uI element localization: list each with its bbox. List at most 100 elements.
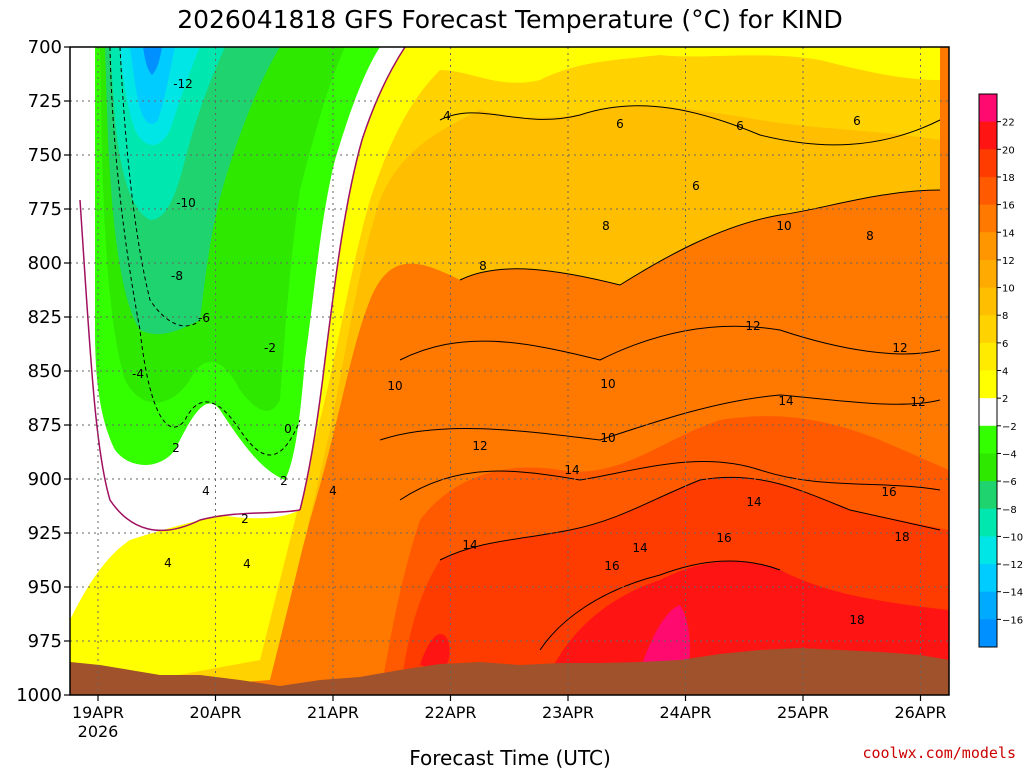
contour-label: 16 (716, 531, 731, 545)
zero-isotherm-left (79, 199, 301, 532)
contour-label: 6 (853, 114, 861, 128)
contour-label: 10 (387, 379, 402, 393)
ground-terrain (70, 648, 949, 695)
contour-label: 16 (881, 485, 896, 499)
contour-label: 6 (692, 179, 700, 193)
colorbar-swatch (979, 398, 997, 427)
y-tick-label: 925 (28, 523, 62, 544)
contour-label: 12 (910, 395, 925, 409)
contour-label: 14 (632, 541, 647, 555)
colorbar-swatch (979, 508, 997, 537)
contour-label: 14 (462, 538, 477, 552)
x-tick-label: 26APR (894, 703, 946, 722)
y-tick-label: 825 (28, 307, 62, 328)
contour-label: 8 (602, 219, 610, 233)
y-tick-label: 950 (28, 577, 62, 598)
chart-title: 2026041818 GFS Forecast Temperature (°C)… (177, 5, 843, 34)
gridlines (70, 47, 949, 695)
y-tick-label: 1000 (16, 685, 62, 706)
y-tick-label: 900 (28, 469, 62, 490)
contour-16 (539, 560, 781, 651)
colorbar: 22 20 18 16 14 12 10 8 6 4 2 −2 −4 −6 −8 −10 −12 −14 −16 (978, 93, 1023, 648)
y-tick-label: 800 (28, 253, 62, 274)
colorbar-swatch (979, 259, 997, 289)
colorbar-tick-label: −4 (1002, 449, 1017, 460)
y-tick-label: 725 (28, 91, 62, 112)
y-tick-label: 975 (28, 631, 62, 652)
colorbar-tick-label: 20 (1002, 145, 1015, 156)
contour-label: 2 (241, 512, 249, 526)
colorbar-tick-label: −16 (1002, 615, 1023, 626)
x-tick-label: 21APR (307, 703, 359, 722)
contour-label: 2 (280, 474, 288, 488)
contour-label: 18 (894, 530, 909, 544)
x-tick-label: 19APR (72, 703, 124, 722)
contour-lines (79, 46, 941, 651)
contour-label: 4 (164, 556, 172, 570)
colorbar-swatch (979, 315, 997, 344)
colorbar-tick-label: 4 (1002, 367, 1008, 378)
contour-label: -4 (132, 367, 144, 381)
x-tick-label: 24APR (659, 703, 711, 722)
colorbar-swatch (979, 94, 997, 123)
colorbar-tick-label: −10 (1002, 532, 1023, 543)
credit-text: coolwx.com/models (862, 744, 1016, 762)
contour-label: -6 (198, 311, 210, 325)
colorbar-swatch (979, 481, 997, 510)
colorbar-tick-label: −2 (1002, 422, 1017, 433)
x-tick-label: 23APR (542, 703, 594, 722)
cold-layer-minus-14 (130, 47, 175, 124)
colorbar-tick-label: 14 (1002, 228, 1015, 239)
colorbar-swatch (979, 121, 997, 150)
contour-label: 6 (736, 119, 744, 133)
contour-label: 12 (892, 341, 907, 355)
colorbar-swatch (979, 591, 997, 620)
contour-8 (399, 325, 941, 361)
colorbar-swatch (979, 204, 997, 233)
colorbar-swatch (979, 619, 997, 648)
contour-label: 0 (284, 422, 292, 436)
colorbar-tick-label: 6 (1002, 339, 1008, 350)
colorbar-swatch (979, 149, 997, 178)
contour-labels: -12 -10 -8 -6 -4 -2 0 2 2 2 4 4 4 4 4 6 6 6 6 8 8 8 10 10 10 10 12… (132, 77, 926, 627)
contour-label: -10 (176, 196, 196, 210)
contour-label: 8 (866, 229, 874, 243)
colorbar-tick-label: −12 (1002, 560, 1023, 571)
contour-label: 14 (778, 394, 793, 408)
contour-label: 2 (172, 441, 180, 455)
colorbar-swatch (979, 370, 997, 399)
colorbar-tick-label: 10 (1002, 284, 1015, 295)
colorbar-tick-label: 8 (1002, 311, 1008, 322)
colorbar-tick-label: 16 (1002, 201, 1015, 212)
y-tick-label: 700 (28, 37, 62, 58)
colorbar-swatch (979, 564, 997, 593)
contour-label: -2 (264, 341, 276, 355)
contour-10 (379, 394, 941, 441)
y-tick-label: 875 (28, 415, 62, 436)
colorbar-swatch (979, 342, 997, 371)
x-year-label: 2026 (78, 722, 119, 741)
contour-label: 14 (564, 463, 579, 477)
contour-label: 10 (600, 431, 615, 445)
contour-label: 10 (600, 377, 615, 391)
colorbar-swatch (979, 536, 997, 565)
colorbar-tick-label: 2 (1002, 394, 1008, 405)
contour-label: 18 (849, 613, 864, 627)
zero-isotherm-right (299, 46, 406, 511)
colorbar-tick-label: −14 (1002, 588, 1023, 599)
contour-label: 6 (616, 117, 624, 131)
cold-core (143, 47, 162, 75)
colorbar-swatch (979, 232, 997, 261)
y-tick-label: 775 (28, 199, 62, 220)
colorbar-swatch (979, 176, 997, 206)
contour-label: -8 (171, 269, 183, 283)
contour-label: 12 (745, 319, 760, 333)
contour-label: 4 (243, 557, 251, 571)
colorbar-tick-label: −8 (1002, 505, 1017, 516)
colorbar-tick-label: 18 (1002, 173, 1015, 184)
contour-label: 4 (202, 484, 210, 498)
colorbar-tick-label: 22 (1002, 118, 1015, 129)
x-tick-label: 25APR (777, 703, 829, 722)
y-axis: 700 725 750 775 800 825 850 875 900 925 950 975 1000 (16, 37, 70, 706)
